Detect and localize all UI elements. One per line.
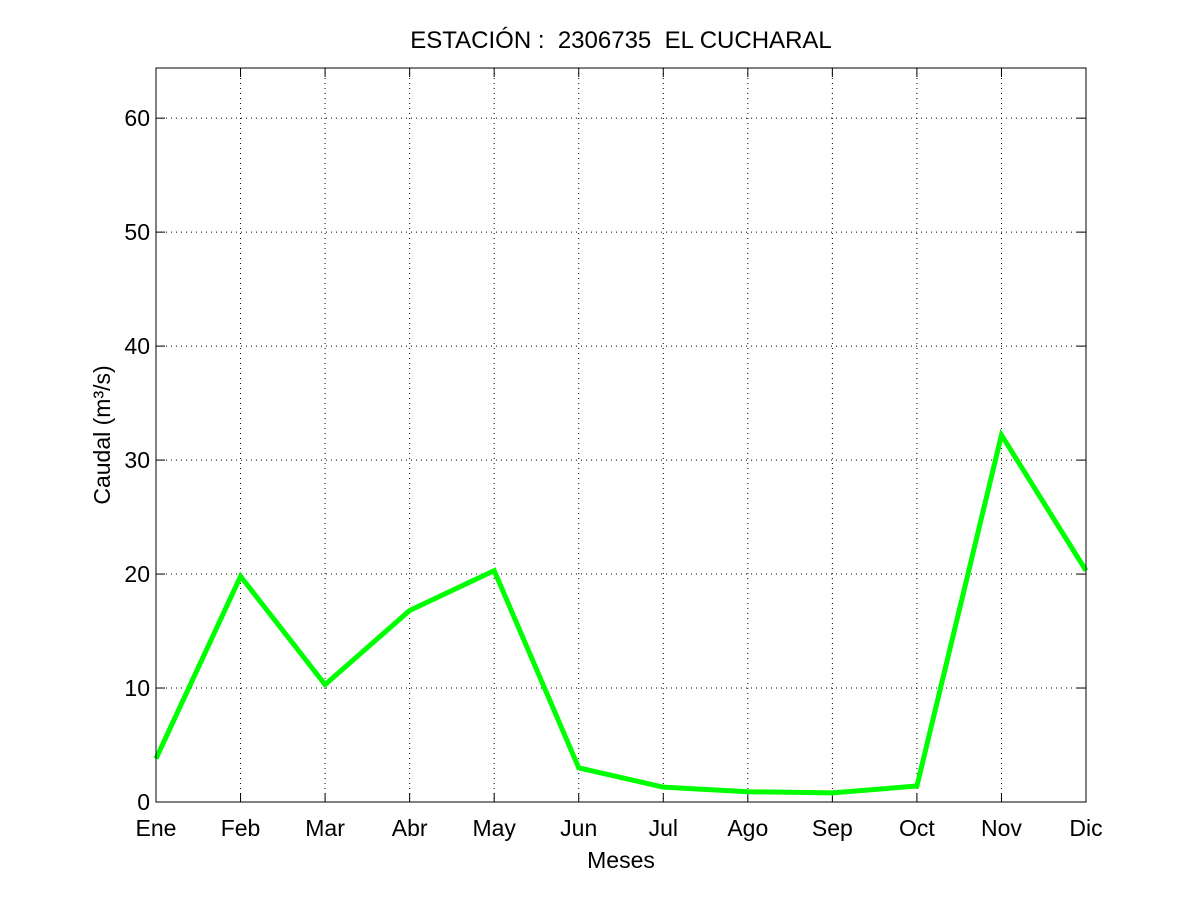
chart-title: ESTACIÓN : 2306735 EL CUCHARAL bbox=[410, 27, 832, 54]
x-tick-label: Mar bbox=[305, 815, 345, 841]
y-tick-label: 60 bbox=[124, 105, 150, 131]
x-tick-labels: Ene Feb Mar Abr May Jun Jul Ago Sep Oct Nov Dic bbox=[136, 815, 1103, 841]
y-tick-label: 10 bbox=[124, 675, 150, 701]
y-axis-label: Caudal (m³/s) bbox=[89, 365, 115, 504]
y-tick-label: 50 bbox=[124, 219, 150, 245]
x-tick-label: May bbox=[472, 815, 516, 841]
x-tick-label: Jun bbox=[560, 815, 597, 841]
x-tick-label: Jul bbox=[649, 815, 678, 841]
x-tick-label: Abr bbox=[392, 815, 428, 841]
plot-area-frame bbox=[155, 67, 1087, 803]
y-tick-label: 0 bbox=[137, 789, 150, 815]
x-tick-label: Dic bbox=[1069, 815, 1102, 841]
series-layer bbox=[153, 428, 1089, 796]
x-tick-label: Nov bbox=[981, 815, 1022, 841]
x-tick-label: Ago bbox=[727, 815, 768, 841]
x-tick-label: Oct bbox=[899, 815, 935, 841]
axis-ticks bbox=[155, 68, 1087, 803]
series-line bbox=[153, 428, 1089, 796]
y-tick-labels: 0 10 20 30 40 50 60 bbox=[124, 105, 150, 815]
x-tick-label: Feb bbox=[221, 815, 261, 841]
grid bbox=[156, 68, 1086, 802]
y-tick-label: 20 bbox=[124, 561, 150, 587]
y-tick-label: 30 bbox=[124, 447, 150, 473]
x-axis-label: Meses bbox=[587, 847, 655, 873]
y-tick-label: 40 bbox=[124, 333, 150, 359]
x-tick-label: Ene bbox=[136, 815, 177, 841]
x-tick-label: Sep bbox=[812, 815, 853, 841]
